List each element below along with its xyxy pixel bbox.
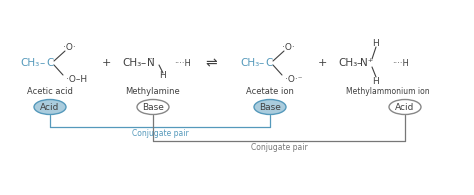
Ellipse shape (137, 99, 169, 114)
Text: ····H: ····H (392, 58, 409, 67)
Text: H: H (373, 76, 379, 85)
Text: +: + (101, 58, 111, 68)
Text: ····H: ····H (174, 58, 191, 67)
Text: H: H (160, 71, 166, 80)
Text: ·O·: ·O· (63, 43, 75, 51)
Text: ·O·: ·O· (282, 43, 294, 51)
Text: Acid: Acid (395, 103, 415, 112)
Text: –: – (39, 58, 45, 68)
Text: N̈: N̈ (147, 58, 155, 68)
Text: Conjugate pair: Conjugate pair (132, 129, 188, 137)
Text: –: – (356, 58, 362, 68)
Text: CH₃: CH₃ (240, 58, 259, 68)
Text: +: + (317, 58, 327, 68)
Text: Methylamine: Methylamine (126, 87, 181, 96)
Ellipse shape (389, 99, 421, 114)
Text: –: – (140, 58, 146, 68)
Text: Base: Base (142, 103, 164, 112)
Text: Base: Base (259, 103, 281, 112)
Text: Acetate ion: Acetate ion (246, 87, 294, 96)
Text: C: C (46, 58, 54, 68)
Text: C: C (265, 58, 273, 68)
Text: ⇌: ⇌ (205, 56, 217, 70)
Text: N⁺: N⁺ (360, 58, 374, 68)
Text: CH₃: CH₃ (20, 58, 39, 68)
Text: Acid: Acid (40, 103, 60, 112)
Text: Conjugate pair: Conjugate pair (251, 143, 307, 152)
Text: –: – (258, 58, 264, 68)
Text: Acetic acid: Acetic acid (27, 87, 73, 96)
Text: ·O·⁻: ·O·⁻ (285, 74, 302, 83)
Text: H: H (373, 38, 379, 48)
Text: CH₃: CH₃ (338, 58, 357, 68)
Ellipse shape (34, 99, 66, 114)
Text: Methylammonium ion: Methylammonium ion (346, 87, 430, 96)
Text: CH₃: CH₃ (122, 58, 141, 68)
Text: ·O–H: ·O–H (66, 74, 87, 83)
Ellipse shape (254, 99, 286, 114)
